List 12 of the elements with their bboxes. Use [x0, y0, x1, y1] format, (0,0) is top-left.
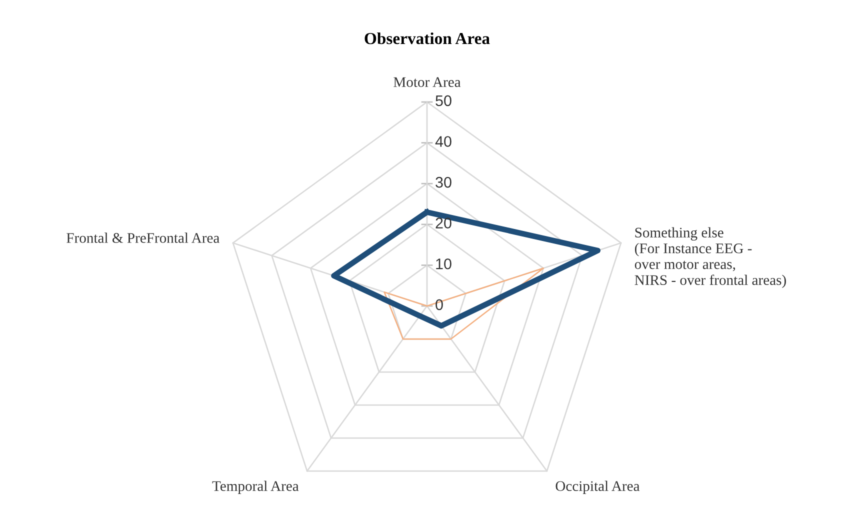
- spoke-label: Temporal Area: [212, 480, 299, 494]
- y-tick-label: 50: [436, 95, 452, 106]
- y-tick-label: 40: [435, 136, 452, 147]
- spoke-label: Occipital Area: [556, 480, 640, 494]
- y-tick-label: 0: [436, 299, 443, 310]
- spoke-label: Frontal & PreFrontal Area: [66, 232, 220, 243]
- spoke-label: Motor Area: [394, 77, 461, 88]
- y-tick-label: 20: [436, 218, 452, 228]
- chart-title: Observation Area: [364, 32, 490, 44]
- y-tick-label: 30: [436, 176, 452, 188]
- y-tick-label: 10: [436, 258, 452, 270]
- spoke-label: Something else (For Instance EEG - over motor areas, NIRS - over frontal areas): [634, 227, 786, 288]
